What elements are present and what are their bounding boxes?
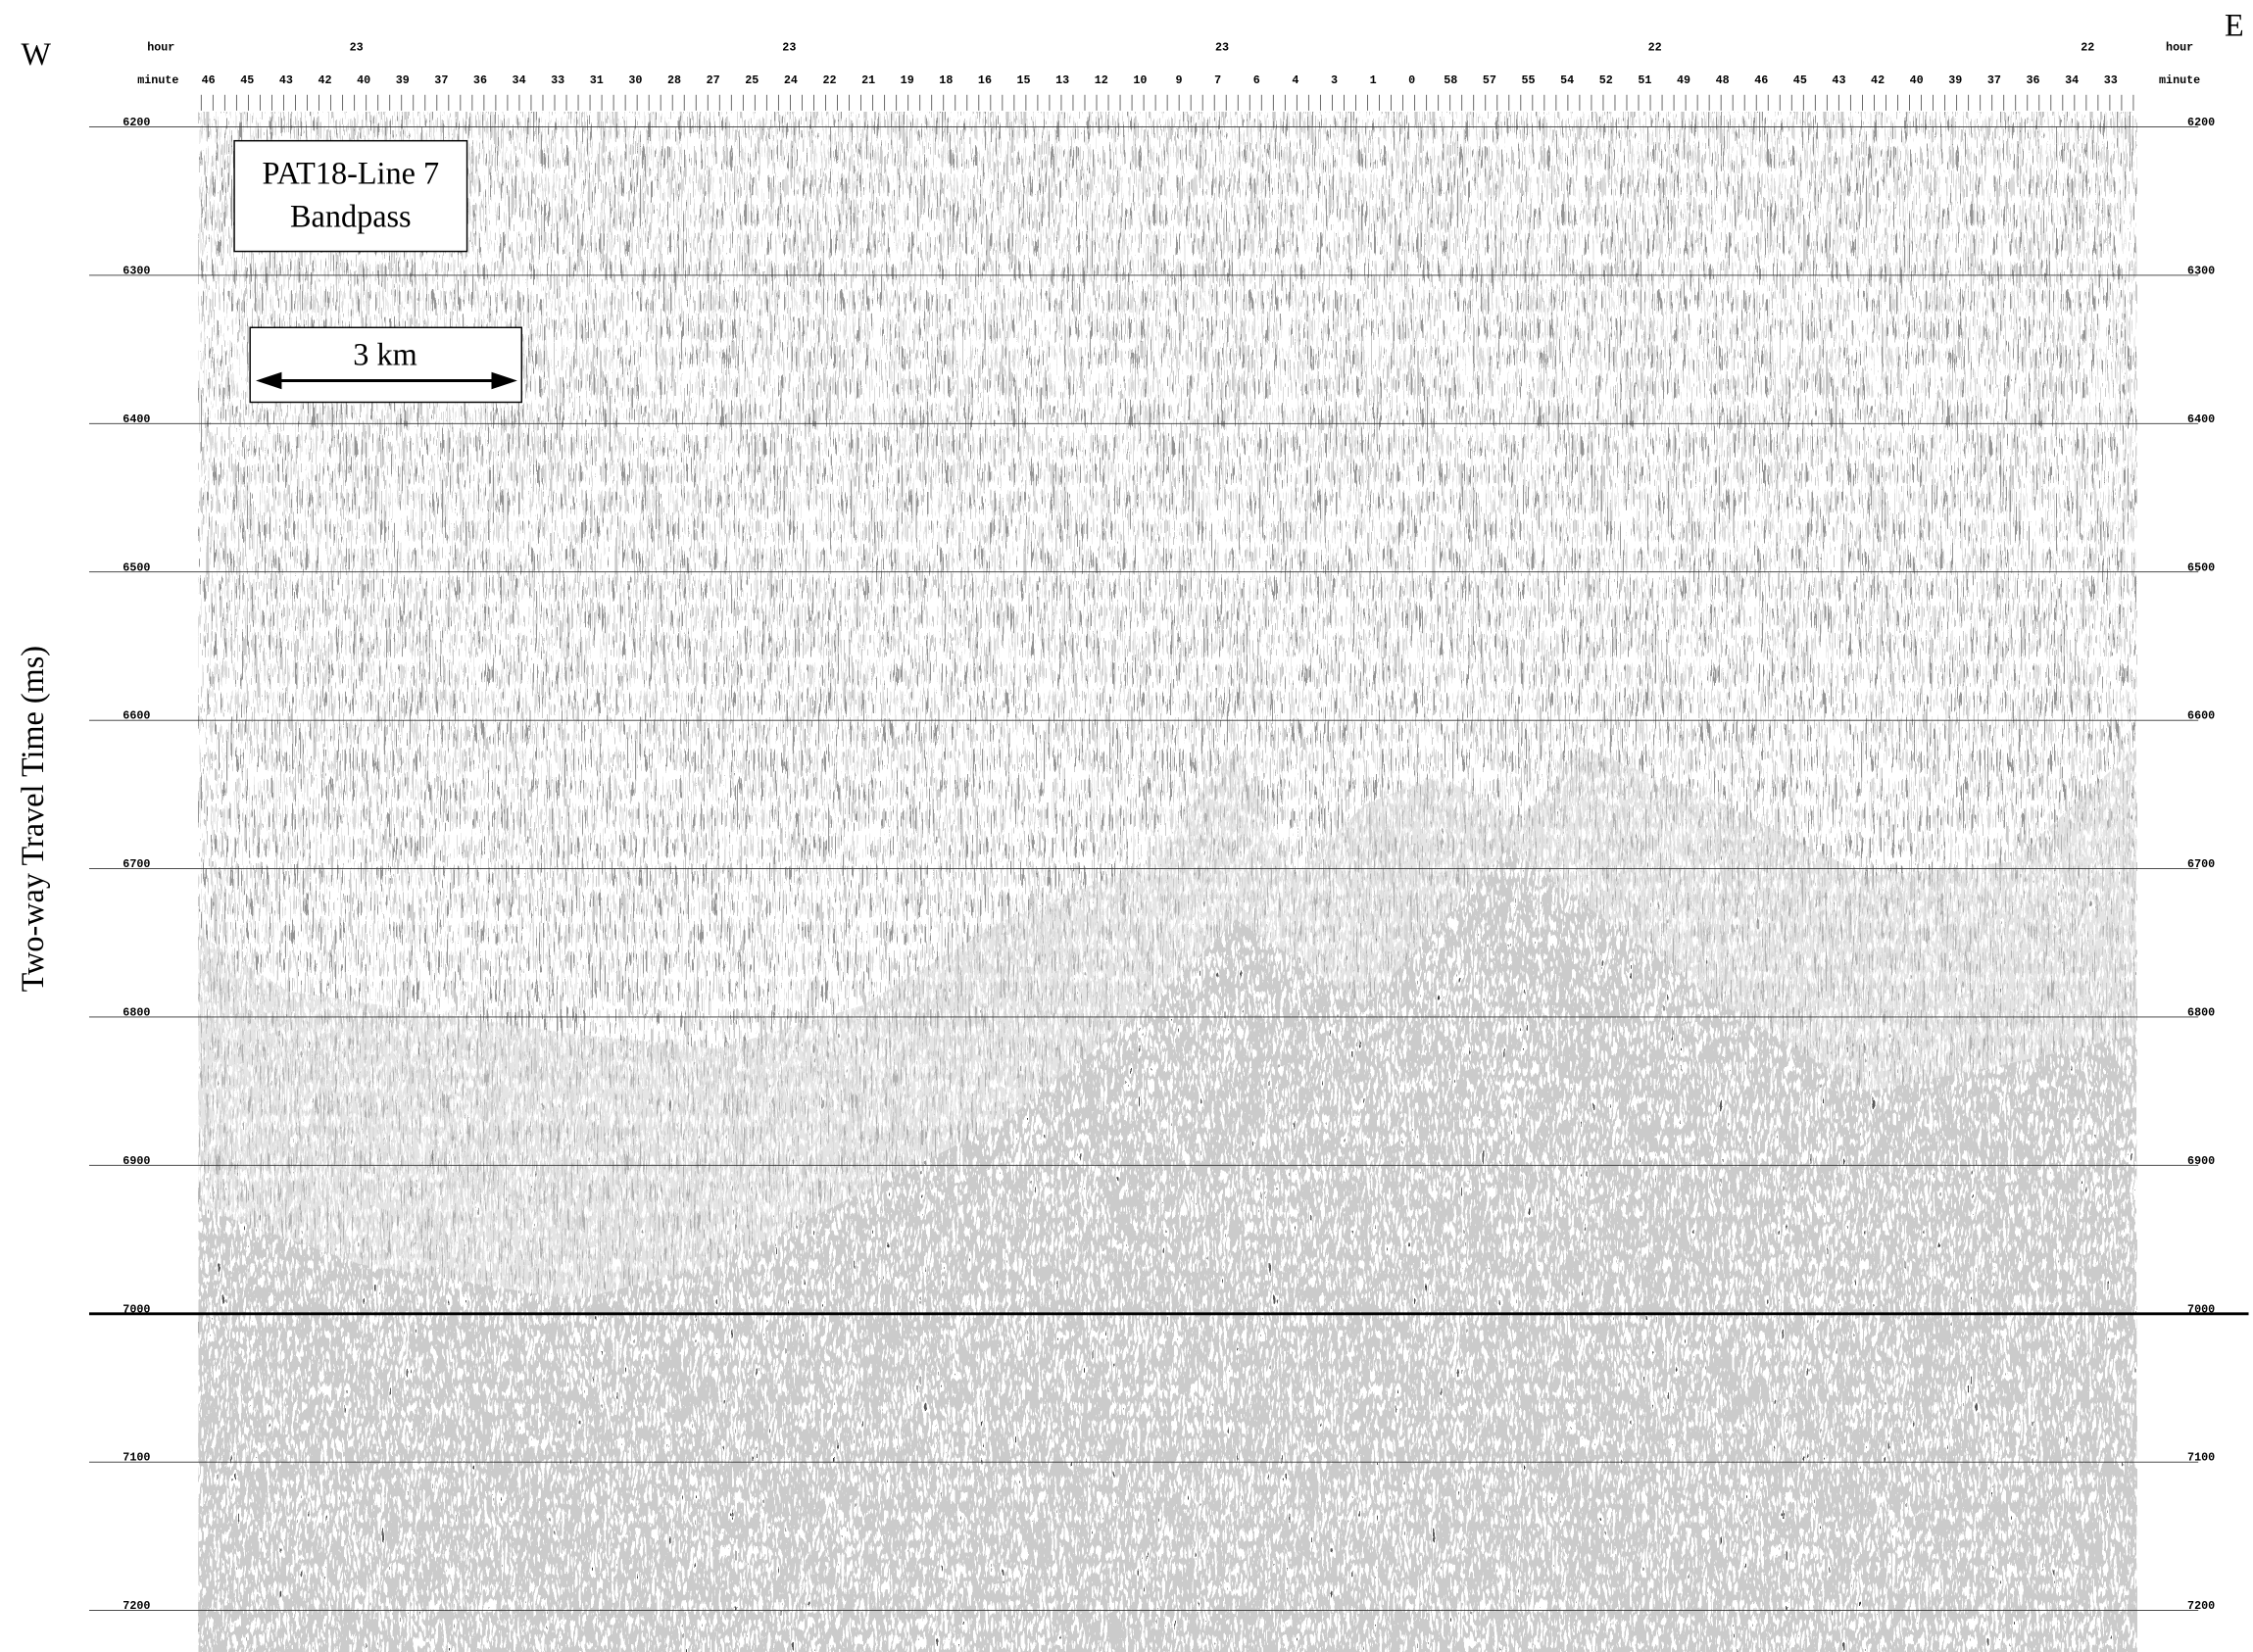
minute-tick-label: 16 [978,73,992,87]
minute-tick-label: 46 [202,73,216,87]
east-label: E [2225,8,2244,43]
minute-tick-label: 58 [1444,73,1457,87]
minute-tick-label: 36 [473,73,487,87]
minute-tick-label: 12 [1095,73,1108,87]
minute-tick-label: 39 [1948,73,1962,87]
scale-bar-label: 3 km [353,336,416,371]
y-tick-label: 7100 [2187,1451,2215,1465]
minute-tick-label: 15 [1017,73,1031,87]
y-tick-label: 6200 [122,116,150,129]
legend-subtitle: Bandpass [290,199,412,234]
minute-tick-label: 24 [784,73,798,87]
minute-tick-label: 21 [861,73,875,87]
hour-tick-label: 23 [782,40,796,54]
y-tick-label: 7200 [122,1599,150,1613]
minute-tick-label: 19 [901,73,914,87]
minute-tick-label: 54 [1560,73,1574,87]
legend-box: PAT18-Line 7 Bandpass [233,139,468,253]
minute-tick-label: 40 [1910,73,1924,87]
y-tick-label: 6900 [122,1154,150,1168]
minute-tick-label: 22 [822,73,836,87]
minute-tick-label: 9 [1176,73,1183,87]
minute-tick-label: 34 [2065,73,2079,87]
minute-tick-label: 25 [745,73,759,87]
minute-tick-label: 43 [279,73,293,87]
minute-tick-label: 4 [1292,73,1298,87]
minute-tick-label: 3 [1331,73,1338,87]
hour-tick-label: 22 [2081,40,2094,54]
west-label: W [22,36,52,72]
y-tick-label: 6500 [2187,560,2215,574]
y-tick-label: 7200 [2187,1599,2215,1613]
y-tick-label: 6700 [122,857,150,871]
y-tick-label: 6200 [2187,116,2215,129]
minute-tick-label: 45 [240,73,254,87]
minute-tick-label: 37 [434,73,448,87]
minute-label: minute [137,73,178,87]
y-tick-label: 6800 [2187,1005,2215,1019]
hour-label: hour [2166,40,2193,54]
minute-tick-label: 42 [1871,73,1885,87]
minute-tick-label: 34 [513,73,526,87]
y-tick-label: 7000 [122,1302,150,1316]
hour-tick-label: 23 [1215,40,1229,54]
minute-tick-label: 40 [357,73,370,87]
y-tick-label: 6900 [2187,1154,2215,1168]
y-tick-label: 6600 [2187,709,2215,723]
minute-tick-label: 37 [1987,73,2001,87]
minute-tick-label: 39 [396,73,410,87]
minute-tick-label: 27 [707,73,720,87]
minute-tick-label: 31 [590,73,604,87]
minute-tick-label: 57 [1483,73,1496,87]
y-tick-label: 6500 [122,560,150,574]
y-tick-label: 6300 [2187,264,2215,277]
minute-tick-label: 33 [2104,73,2118,87]
minute-tick-label: 6 [1253,73,1260,87]
minute-tick-label: 55 [1522,73,1536,87]
hour-label: hour [147,40,174,54]
minute-tick-label: 10 [1133,73,1147,87]
minute-tick-label: 28 [667,73,681,87]
minute-tick-label: 48 [1716,73,1730,87]
hour-tick-label: 23 [350,40,364,54]
y-axis-title: Two-way Travel Time (ms) [15,646,50,992]
y-tick-label: 7000 [2187,1302,2215,1316]
minute-tick-label: 13 [1055,73,1069,87]
y-tick-label: 6600 [122,709,150,723]
y-tick-label: 6800 [122,1005,150,1019]
y-tick-label: 6400 [122,413,150,426]
minute-tick-label: 0 [1408,73,1415,87]
minute-tick-label: 46 [1754,73,1768,87]
y-tick-label: 6300 [122,264,150,277]
minute-tick-label: 33 [551,73,564,87]
legend-title: PAT18-Line 7 [262,156,439,191]
minute-tick-label: 7 [1214,73,1221,87]
minute-tick-label: 49 [1677,73,1690,87]
scale-bar: 3 km [249,326,523,404]
minute-tick-label: 52 [1599,73,1613,87]
minute-tick-label: 36 [2027,73,2040,87]
minute-tick-label: 30 [628,73,642,87]
minute-tick-label: 51 [1638,73,1651,87]
minute-tick-label: 42 [318,73,331,87]
minute-tick-label: 43 [1832,73,1845,87]
seismic-section [198,112,2137,1652]
y-tick-label: 6700 [2187,857,2215,871]
minute-tick-label: 18 [939,73,953,87]
minute-label: minute [2159,73,2200,87]
y-tick-label: 6400 [2187,413,2215,426]
hour-tick-label: 22 [1648,40,1662,54]
minute-tick-label: 1 [1370,73,1377,87]
y-tick-label: 7100 [122,1451,150,1465]
minute-tick-label: 45 [1793,73,1807,87]
